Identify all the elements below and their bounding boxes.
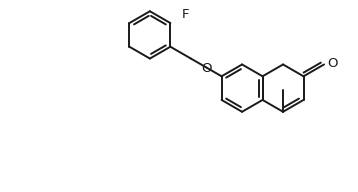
Text: F: F — [182, 8, 189, 21]
Text: O: O — [327, 57, 338, 70]
Text: O: O — [201, 62, 212, 75]
